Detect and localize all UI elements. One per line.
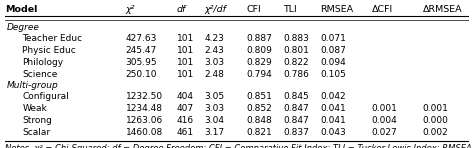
- Text: 3.03: 3.03: [204, 104, 225, 113]
- Text: 2.43: 2.43: [204, 46, 224, 55]
- Text: 0.000: 0.000: [423, 116, 449, 125]
- Text: Physic Educ: Physic Educ: [22, 46, 76, 55]
- Text: ΔRMSEA: ΔRMSEA: [423, 5, 463, 14]
- Text: Science: Science: [22, 70, 58, 79]
- Text: 0.105: 0.105: [320, 70, 346, 79]
- Text: 0.042: 0.042: [320, 92, 346, 101]
- Text: 461: 461: [177, 128, 194, 137]
- Text: 250.10: 250.10: [126, 70, 157, 79]
- Text: Weak: Weak: [22, 104, 47, 113]
- Text: 0.845: 0.845: [283, 92, 309, 101]
- Text: df: df: [177, 5, 186, 14]
- Text: TLI: TLI: [283, 5, 297, 14]
- Text: 0.821: 0.821: [246, 128, 272, 137]
- Text: 0.851: 0.851: [246, 92, 272, 101]
- Text: RMSEA: RMSEA: [320, 5, 354, 14]
- Text: 0.041: 0.041: [320, 116, 346, 125]
- Text: 0.002: 0.002: [423, 128, 448, 137]
- Text: 0.071: 0.071: [320, 34, 346, 43]
- Text: 4.23: 4.23: [204, 34, 224, 43]
- Text: 0.883: 0.883: [283, 34, 310, 43]
- Text: 0.829: 0.829: [246, 58, 272, 67]
- Text: 3.17: 3.17: [204, 128, 225, 137]
- Text: 101: 101: [177, 58, 194, 67]
- Text: 0.001: 0.001: [423, 104, 449, 113]
- Text: 101: 101: [177, 34, 194, 43]
- Text: 0.822: 0.822: [283, 58, 309, 67]
- Text: 1234.48: 1234.48: [126, 104, 163, 113]
- Text: 101: 101: [177, 70, 194, 79]
- Text: Notes. χ² = Chi-Squared; df = Degree Freedom; CFI = Comparative Fit Index; TLI =: Notes. χ² = Chi-Squared; df = Degree Fre…: [5, 144, 474, 148]
- Text: 0.094: 0.094: [320, 58, 346, 67]
- Text: 0.809: 0.809: [246, 46, 272, 55]
- Text: 1460.08: 1460.08: [126, 128, 163, 137]
- Text: 0.043: 0.043: [320, 128, 346, 137]
- Text: 0.786: 0.786: [283, 70, 310, 79]
- Text: χ²/df: χ²/df: [204, 5, 227, 14]
- Text: 245.47: 245.47: [126, 46, 157, 55]
- Text: Strong: Strong: [22, 116, 52, 125]
- Text: 0.847: 0.847: [283, 104, 309, 113]
- Text: 0.027: 0.027: [372, 128, 398, 137]
- Text: 1232.50: 1232.50: [126, 92, 163, 101]
- Text: 3.03: 3.03: [204, 58, 225, 67]
- Text: Configural: Configural: [22, 92, 69, 101]
- Text: 0.801: 0.801: [283, 46, 310, 55]
- Text: Degree: Degree: [7, 23, 40, 32]
- Text: 407: 407: [177, 104, 194, 113]
- Text: Model: Model: [5, 5, 37, 14]
- Text: 404: 404: [177, 92, 193, 101]
- Text: 3.04: 3.04: [204, 116, 225, 125]
- Text: 0.001: 0.001: [372, 104, 398, 113]
- Text: χ²: χ²: [126, 5, 135, 14]
- Text: 305.95: 305.95: [126, 58, 157, 67]
- Text: 0.887: 0.887: [246, 34, 272, 43]
- Text: Multi-group: Multi-group: [7, 81, 59, 90]
- Text: Teacher Educ: Teacher Educ: [22, 34, 82, 43]
- Text: 3.05: 3.05: [204, 92, 225, 101]
- Text: 1263.06: 1263.06: [126, 116, 163, 125]
- Text: 0.852: 0.852: [246, 104, 272, 113]
- Text: 2.48: 2.48: [204, 70, 224, 79]
- Text: 427.63: 427.63: [126, 34, 157, 43]
- Text: 0.087: 0.087: [320, 46, 346, 55]
- Text: 0.848: 0.848: [246, 116, 272, 125]
- Text: 0.794: 0.794: [246, 70, 272, 79]
- Text: 101: 101: [177, 46, 194, 55]
- Text: Scalar: Scalar: [22, 128, 51, 137]
- Text: 416: 416: [177, 116, 194, 125]
- Text: ΔCFI: ΔCFI: [372, 5, 393, 14]
- Text: Philology: Philology: [22, 58, 64, 67]
- Text: 0.004: 0.004: [372, 116, 398, 125]
- Text: CFI: CFI: [246, 5, 261, 14]
- Text: 0.847: 0.847: [283, 116, 309, 125]
- Text: 0.837: 0.837: [283, 128, 310, 137]
- Text: 0.041: 0.041: [320, 104, 346, 113]
